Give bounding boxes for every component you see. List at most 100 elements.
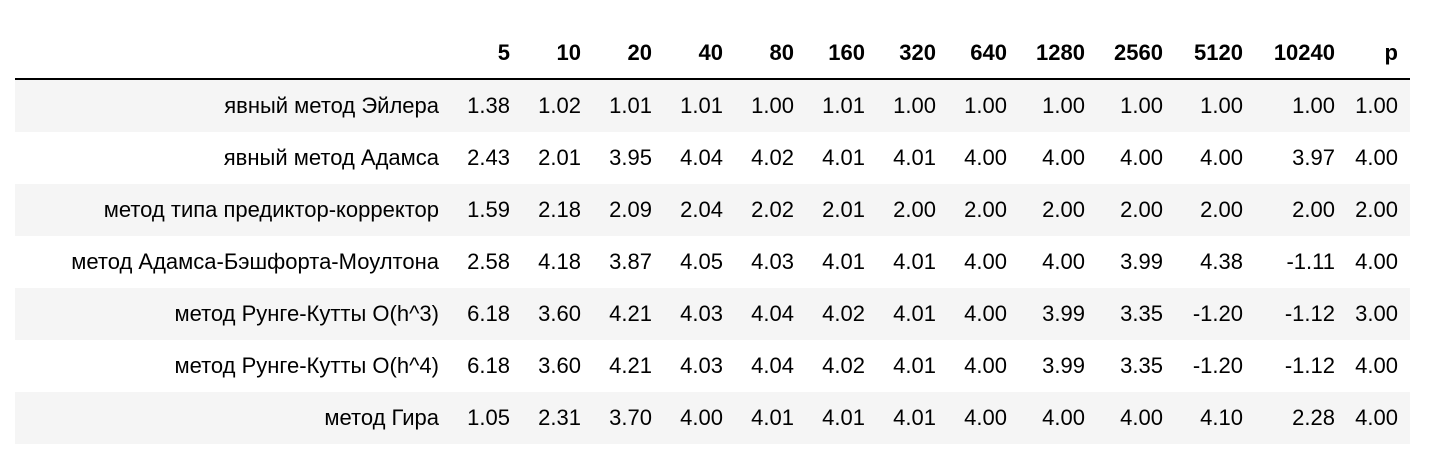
row-label: явный метод Адамса <box>223 145 439 170</box>
table-row: метод Рунге-Кутты O(h^4) 6.18 3.60 4.21 … <box>15 340 1410 392</box>
table-cell: 2.00 <box>1120 197 1163 222</box>
table-cell: 4.21 <box>609 353 652 378</box>
table-cell: 4.01 <box>893 249 936 274</box>
table-cell: 2.43 <box>467 145 510 170</box>
table-cell: 2.00 <box>964 197 1007 222</box>
row-label: метод типа предиктор-корректор <box>103 197 439 222</box>
table-cell: 4.04 <box>751 353 794 378</box>
table-cell: 4.00 <box>1042 145 1085 170</box>
table-cell: 4.02 <box>751 145 794 170</box>
table-cell: 4.01 <box>893 145 936 170</box>
header-cell: 10 <box>522 28 593 80</box>
header-cell: 40 <box>664 28 735 80</box>
table-cell: 1.00 <box>1292 93 1335 118</box>
table-cell: 4.00 <box>1120 405 1163 430</box>
table-cell: -1.20 <box>1192 301 1243 326</box>
table-cell: 3.60 <box>538 353 581 378</box>
table-cell: 4.10 <box>1200 405 1243 430</box>
table-row: метод Адамса-Бэшфорта-Моултона 2.58 4.18… <box>15 236 1410 288</box>
table-cell: 4.04 <box>680 145 723 170</box>
table-cell: 2.58 <box>467 249 510 274</box>
table-cell: 1.01 <box>609 93 652 118</box>
header-cell: 320 <box>877 28 948 80</box>
table-cell: 4.01 <box>822 405 865 430</box>
convergence-order-table: 5 10 20 40 80 160 320 640 1280 2560 5120… <box>15 28 1410 444</box>
table-cell: 4.04 <box>751 301 794 326</box>
table-cell: 1.00 <box>1355 93 1398 118</box>
table-cell: 2.18 <box>538 197 581 222</box>
table-cell: 2.00 <box>893 197 936 222</box>
table-cell: 2.01 <box>538 145 581 170</box>
row-label: метод Адамса-Бэшфорта-Моултона <box>71 249 439 274</box>
table-cell: 4.00 <box>964 301 1007 326</box>
table-cell: 1.00 <box>751 93 794 118</box>
table-cell: -1.11 <box>1286 249 1335 274</box>
table-cell: 4.01 <box>893 301 936 326</box>
table-cell: 4.03 <box>751 249 794 274</box>
table-cell: 4.03 <box>680 301 723 326</box>
table-cell: 4.00 <box>964 353 1007 378</box>
table-cell: 4.02 <box>822 301 865 326</box>
header-cell: 80 <box>735 28 806 80</box>
table-cell: 4.21 <box>609 301 652 326</box>
table-cell: 2.31 <box>538 405 581 430</box>
table-cell: 4.00 <box>1042 249 1085 274</box>
header-cell: 640 <box>948 28 1019 80</box>
row-label: метод Рунге-Кутты O(h^3) <box>174 301 439 326</box>
table-cell: 4.03 <box>680 353 723 378</box>
table-cell: 3.60 <box>538 301 581 326</box>
table-row: явный метод Адамса 2.43 2.01 3.95 4.04 4… <box>15 132 1410 184</box>
table-cell: 4.18 <box>538 249 581 274</box>
table-cell: 3.35 <box>1120 353 1163 378</box>
table-cell: 3.95 <box>609 145 652 170</box>
table-cell: 4.01 <box>893 353 936 378</box>
table-cell: 4.00 <box>680 405 723 430</box>
table-cell: 6.18 <box>467 301 510 326</box>
header-cell: 160 <box>806 28 877 80</box>
table-body: явный метод Эйлера 1.38 1.02 1.01 1.01 1… <box>15 79 1410 444</box>
table-cell: 6.18 <box>467 353 510 378</box>
table-cell: 4.00 <box>1355 249 1398 274</box>
table-cell: 4.02 <box>822 353 865 378</box>
header-cell-p: p <box>1347 28 1410 80</box>
table-cell: 3.99 <box>1042 353 1085 378</box>
table-cell: 1.00 <box>964 93 1007 118</box>
dataframe-container: 5 10 20 40 80 160 320 640 1280 2560 5120… <box>15 28 1410 444</box>
table-cell: 1.00 <box>1042 93 1085 118</box>
table-cell: 3.99 <box>1042 301 1085 326</box>
header-cell-index <box>15 28 451 80</box>
row-label: метод Гира <box>324 405 439 430</box>
table-cell: 1.01 <box>822 93 865 118</box>
table-header: 5 10 20 40 80 160 320 640 1280 2560 5120… <box>15 28 1410 80</box>
table-cell: 4.00 <box>964 145 1007 170</box>
table-cell: 1.01 <box>680 93 723 118</box>
table-cell: 3.99 <box>1120 249 1163 274</box>
table-cell: 2.02 <box>751 197 794 222</box>
header-cell: 5 <box>451 28 522 80</box>
table-cell: 3.70 <box>609 405 652 430</box>
header-cell: 10240 <box>1255 28 1347 80</box>
table-cell: 2.04 <box>680 197 723 222</box>
table-cell: 4.00 <box>1120 145 1163 170</box>
row-label: явный метод Эйлера <box>224 93 439 118</box>
table-cell: -1.12 <box>1284 353 1335 378</box>
header-cell: 20 <box>593 28 664 80</box>
table-cell: 1.00 <box>893 93 936 118</box>
table-cell: 4.05 <box>680 249 723 274</box>
table-cell: 4.38 <box>1200 249 1243 274</box>
table-cell: 3.97 <box>1292 145 1335 170</box>
table-cell: 2.01 <box>822 197 865 222</box>
table-row: метод Гира 1.05 2.31 3.70 4.00 4.01 4.01… <box>15 392 1410 444</box>
header-row: 5 10 20 40 80 160 320 640 1280 2560 5120… <box>15 28 1410 80</box>
table-cell: 4.00 <box>964 249 1007 274</box>
table-cell: 2.00 <box>1200 197 1243 222</box>
table-cell: 3.00 <box>1355 301 1398 326</box>
table-cell: 1.59 <box>467 197 510 222</box>
table-cell: 4.00 <box>964 405 1007 430</box>
table-cell: 2.00 <box>1355 197 1398 222</box>
table-cell: 2.00 <box>1042 197 1085 222</box>
table-cell: 2.00 <box>1292 197 1335 222</box>
table-cell: 1.38 <box>467 93 510 118</box>
table-cell: 4.01 <box>822 249 865 274</box>
table-cell: 2.28 <box>1292 405 1335 430</box>
